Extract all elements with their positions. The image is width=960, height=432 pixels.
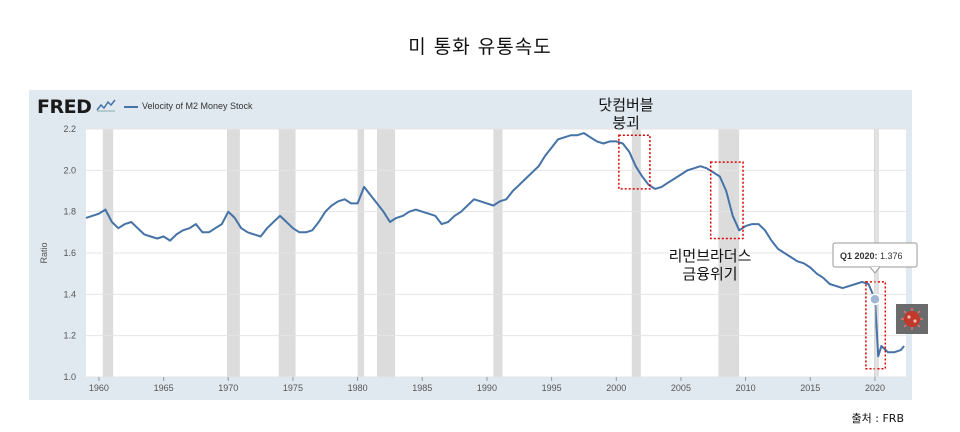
x-tick-label: 1965 xyxy=(154,383,174,393)
callout-lehman: 리먼브라더스 금융위기 xyxy=(650,247,770,283)
x-tick-label: 2000 xyxy=(606,383,626,393)
callout-dotcom-line2: 붕괴 xyxy=(612,114,640,132)
callout-dotcom: 닷컴버블 붕괴 xyxy=(580,96,672,132)
fred-logo: FRED xyxy=(37,96,92,118)
callout-dotcom-line1: 닷컴버블 xyxy=(598,96,654,114)
y-axis-label: Ratio xyxy=(39,242,49,263)
y-tick-label: 1.2 xyxy=(63,331,76,341)
tooltip-value: 1.376 xyxy=(880,251,903,261)
x-tick-label: 2010 xyxy=(736,383,756,393)
y-tick-label: 2.2 xyxy=(63,124,76,134)
tooltip-text: Q1 2020: 1.376 xyxy=(840,251,903,261)
y-tick-label: 1.6 xyxy=(63,248,76,258)
tooltip-label: Q1 2020: xyxy=(840,251,880,261)
page-title: 미 통화 유통속도 xyxy=(408,36,552,58)
callout-lehman-line2: 금융위기 xyxy=(682,265,738,283)
x-tick-label: 1995 xyxy=(542,383,562,393)
tooltip-pointer xyxy=(869,266,881,274)
y-tick-label: 1.4 xyxy=(63,289,76,299)
source-note: 출처 : FRB xyxy=(851,412,904,425)
y-tick-label: 1.0 xyxy=(63,372,76,382)
tooltip-marker xyxy=(869,293,881,306)
annotation-box-0 xyxy=(618,134,651,190)
x-tick-label: 1985 xyxy=(412,383,432,393)
virus-icon xyxy=(896,304,928,334)
x-tick-label: 2015 xyxy=(800,383,820,393)
x-tick-label: 1960 xyxy=(89,383,109,393)
y-tick-label: 1.8 xyxy=(63,207,76,217)
series-line xyxy=(85,132,905,358)
annotation-box-1 xyxy=(709,161,744,240)
sparkline-icon xyxy=(96,99,116,112)
legend-swatch xyxy=(124,105,138,108)
x-tick-label: 2020 xyxy=(865,383,885,393)
annotation-box-2 xyxy=(865,281,887,370)
legend-label: Velocity of M2 Money Stock xyxy=(142,101,253,111)
callout-lehman-line1: 리먼브라더스 xyxy=(668,247,752,265)
x-tick-label: 1980 xyxy=(348,383,368,393)
legend: Velocity of M2 Money Stock xyxy=(124,101,253,111)
y-tick-label: 2.0 xyxy=(63,165,76,175)
x-tick-label: 1975 xyxy=(283,383,303,393)
x-tick-label: 1970 xyxy=(218,383,238,393)
x-tick-label: 2005 xyxy=(671,383,691,393)
x-tick-label: 1990 xyxy=(477,383,497,393)
